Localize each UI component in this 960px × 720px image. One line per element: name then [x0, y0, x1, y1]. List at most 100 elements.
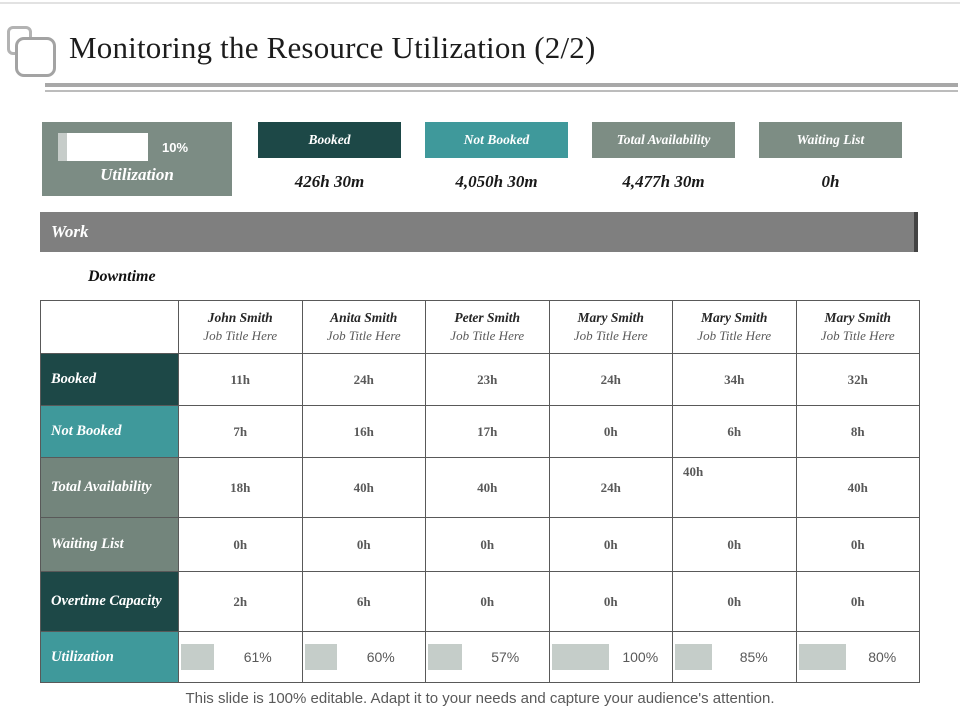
table-col-header: Peter Smith Job Title Here [425, 300, 550, 354]
utilization-cell-percent: 85% [739, 649, 768, 665]
table-cell: 0h [425, 517, 550, 572]
table-row-label: Utilization [40, 631, 179, 683]
utilization-cell: 80% [797, 632, 920, 682]
table-cell: 6h [672, 405, 797, 458]
table-row-utilization: Utilization 61% 60% 57% 100% 85% 80% [40, 631, 920, 683]
table-row-label: Not Booked [40, 405, 179, 458]
work-band: Work [40, 212, 918, 252]
stat-value: 426h 30m [294, 172, 365, 191]
utilization-mini-bar [551, 644, 609, 670]
table-cell: 61% [178, 631, 303, 683]
table-cell: 0h [795, 571, 920, 632]
stat-label: Booked [258, 122, 401, 158]
table-cell: 57% [425, 631, 550, 683]
table-cell: 0h [425, 571, 550, 632]
person-name: Mary Smith [701, 310, 768, 325]
utilization-cell-percent: 100% [622, 649, 659, 665]
utilization-bar-row: 10% [58, 133, 222, 161]
person-job-title: Job Title Here [203, 328, 278, 343]
table-row-label: Booked [40, 353, 179, 406]
stat-not-booked: Not Booked 4,050h 30m [425, 122, 568, 196]
table-cell: 2h [178, 571, 303, 632]
person-name: Peter Smith [454, 310, 521, 325]
table-col-header: Anita Smith Job Title Here [301, 300, 426, 354]
person-job-title: Job Title Here [697, 328, 772, 343]
utilization-cell-percent: 57% [491, 649, 520, 665]
person-job-title: Job Title Here [820, 328, 895, 343]
table-cell: 24h [548, 353, 673, 406]
person-name: Anita Smith [330, 310, 398, 325]
stat-label: Waiting List [759, 122, 902, 158]
utilization-cell: 60% [303, 632, 426, 682]
stat-waiting-list: Waiting List 0h [759, 122, 902, 196]
table-header-row: John Smith Job Title Here Anita Smith Job T… [40, 300, 920, 354]
table-cell: 6h [301, 571, 426, 632]
utilization-cell-percent: 60% [366, 649, 395, 665]
table-cell: 100% [548, 631, 673, 683]
table-cell: 40h [301, 457, 426, 518]
stat-boxes: Booked 426h 30m Not Booked 4,050h 30m Total … [258, 122, 902, 196]
table-cell: 0h [548, 571, 673, 632]
utilization-cell-percent: 61% [243, 649, 272, 665]
table-row-total-availability: Total Availability 18h 40h 40h 24h 40h 40h [40, 457, 920, 518]
slide-header: Monitoring the Resource Utilization (2/2… [6, 22, 595, 80]
table-cell: 34h [672, 353, 797, 406]
table-col-header: John Smith Job Title Here [178, 300, 303, 354]
table-cell: 0h [672, 517, 797, 572]
utilization-mini-bar [675, 644, 712, 670]
person-job-title: Job Title Here [450, 328, 525, 343]
table-row-waiting-list: Waiting List 0h 0h 0h 0h 0h 0h [40, 517, 920, 572]
table-cell: 0h [548, 405, 673, 458]
table-cell: 85% [672, 631, 797, 683]
table-cell: 8h [795, 405, 920, 458]
page-title: Monitoring the Resource Utilization (2/2… [69, 30, 596, 65]
downtime-label: Downtime [88, 268, 156, 285]
divider-thin-line [45, 90, 958, 92]
table-col-header: Mary Smith Job Title Here [795, 300, 920, 354]
summary-row: 10% Utilization Booked 426h 30m Not Booked… [42, 122, 902, 196]
resource-table-body: Booked 11h 24h 23h 24h 34h 32h Not Booked 7h 16h 1… [40, 353, 920, 683]
stat-booked: Booked 426h 30m [258, 122, 401, 196]
table-row-not-booked: Not Booked 7h 16h 17h 0h 6h 8h [40, 405, 920, 458]
stat-value: 4,050h 30m [455, 172, 538, 191]
table-cell: 16h [301, 405, 426, 458]
large-square-icon [15, 37, 56, 77]
table-cell: 24h [301, 353, 426, 406]
person-job-title: Job Title Here [573, 328, 648, 343]
table-cell: 23h [425, 353, 550, 406]
utilization-cell: 57% [426, 632, 549, 682]
utilization-cell: 85% [673, 632, 796, 682]
table-cell: 7h [178, 405, 303, 458]
table-cell: 32h [795, 353, 920, 406]
utilization-summary-box: 10% Utilization [42, 122, 232, 196]
person-name: Mary Smith [577, 310, 644, 325]
table-cell: 0h [672, 571, 797, 632]
table-cell: 40h [672, 457, 797, 518]
utilization-mini-bar [304, 644, 337, 670]
table-cell: 0h [178, 517, 303, 572]
utilization-percent: 10% [162, 139, 189, 155]
table-row-overtime-capacity: Overtime Capacity 2h 6h 0h 0h 0h 0h [40, 571, 920, 632]
slide-top-border [0, 2, 960, 4]
table-cell: 0h [548, 517, 673, 572]
person-name: John Smith [207, 310, 273, 325]
stat-value: 4,477h 30m [622, 172, 705, 191]
table-col-header: Mary Smith Job Title Here [672, 300, 797, 354]
table-col-header: Mary Smith Job Title Here [548, 300, 673, 354]
utilization-progress-bar [58, 133, 148, 161]
utilization-mini-bar [798, 644, 846, 670]
table-cell: 24h [548, 457, 673, 518]
table-cell: 60% [301, 631, 426, 683]
resource-table: John Smith Job Title Here Anita Smith Job T… [40, 300, 920, 683]
footer-note: This slide is 100% editable. Adapt it to… [185, 690, 775, 707]
utilization-progress-fill [58, 133, 67, 161]
overlapping-squares-icon [6, 22, 62, 80]
table-row-label: Overtime Capacity [40, 571, 179, 632]
resource-table-head: John Smith Job Title Here Anita Smith Job T… [40, 300, 920, 354]
utilization-mini-bar [428, 644, 462, 670]
stat-label: Not Booked [425, 122, 568, 158]
stat-label: Total Availability [592, 122, 735, 158]
person-job-title: Job Title Here [326, 328, 401, 343]
table-cell: 18h [178, 457, 303, 518]
table-corner-cell [40, 300, 179, 354]
